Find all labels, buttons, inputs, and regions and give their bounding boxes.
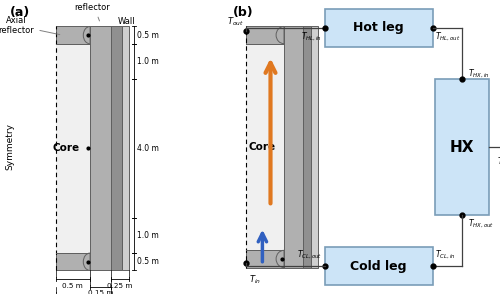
Bar [303,26,311,268]
Bar [246,250,284,268]
Text: (b): (b) [232,6,254,19]
Bar [90,26,111,270]
Text: Axial
reflector: Axial reflector [0,16,60,35]
Text: $T_{CL,out}$: $T_{CL,out}$ [297,249,322,261]
Text: 1.0 m: 1.0 m [137,57,158,66]
Text: $T_{HX,out}$: $T_{HX,out}$ [468,218,493,230]
Bar [56,253,90,270]
Wedge shape [84,26,90,44]
Text: $T_{CS}$: $T_{CS}$ [496,156,500,168]
Bar [324,247,432,285]
Text: Radial
reflector: Radial reflector [74,0,110,21]
Text: Core: Core [52,143,80,153]
Text: 0.15 m: 0.15 m [88,290,113,294]
Text: 0.5 m: 0.5 m [62,283,83,289]
Bar [122,26,129,270]
Text: $T_{in}$: $T_{in}$ [249,273,261,286]
Bar [284,26,303,268]
Text: 0.5 m: 0.5 m [137,31,158,40]
Text: 0.25 m: 0.25 m [108,283,132,289]
Bar [111,26,122,270]
Wedge shape [84,253,90,270]
Bar [56,44,90,253]
Bar [311,26,318,268]
Text: $T_{CL,in}$: $T_{CL,in}$ [435,249,456,261]
Text: (a): (a) [10,6,30,19]
Text: Cold leg: Cold leg [350,260,407,273]
Bar [246,26,284,44]
Text: Core: Core [249,142,276,152]
Bar [246,44,284,250]
Text: Symmetry: Symmetry [5,123,14,171]
Text: $T_{HX,in}$: $T_{HX,in}$ [468,68,489,80]
Text: 0.5 m: 0.5 m [137,257,158,266]
Text: 4.0 m: 4.0 m [137,144,158,153]
Bar [56,26,90,44]
Bar [435,79,489,215]
Wedge shape [276,250,284,268]
Text: 1.0 m: 1.0 m [137,231,158,240]
Text: $T_{HL,in}$: $T_{HL,in}$ [301,31,322,44]
Text: Hot leg: Hot leg [353,21,404,34]
Text: Wall: Wall [118,17,136,26]
Text: $T_{out}$: $T_{out}$ [226,15,244,28]
Text: HX: HX [450,139,474,155]
Bar [324,9,432,47]
Text: $T_{HL,out}$: $T_{HL,out}$ [435,31,460,44]
Wedge shape [276,26,284,44]
